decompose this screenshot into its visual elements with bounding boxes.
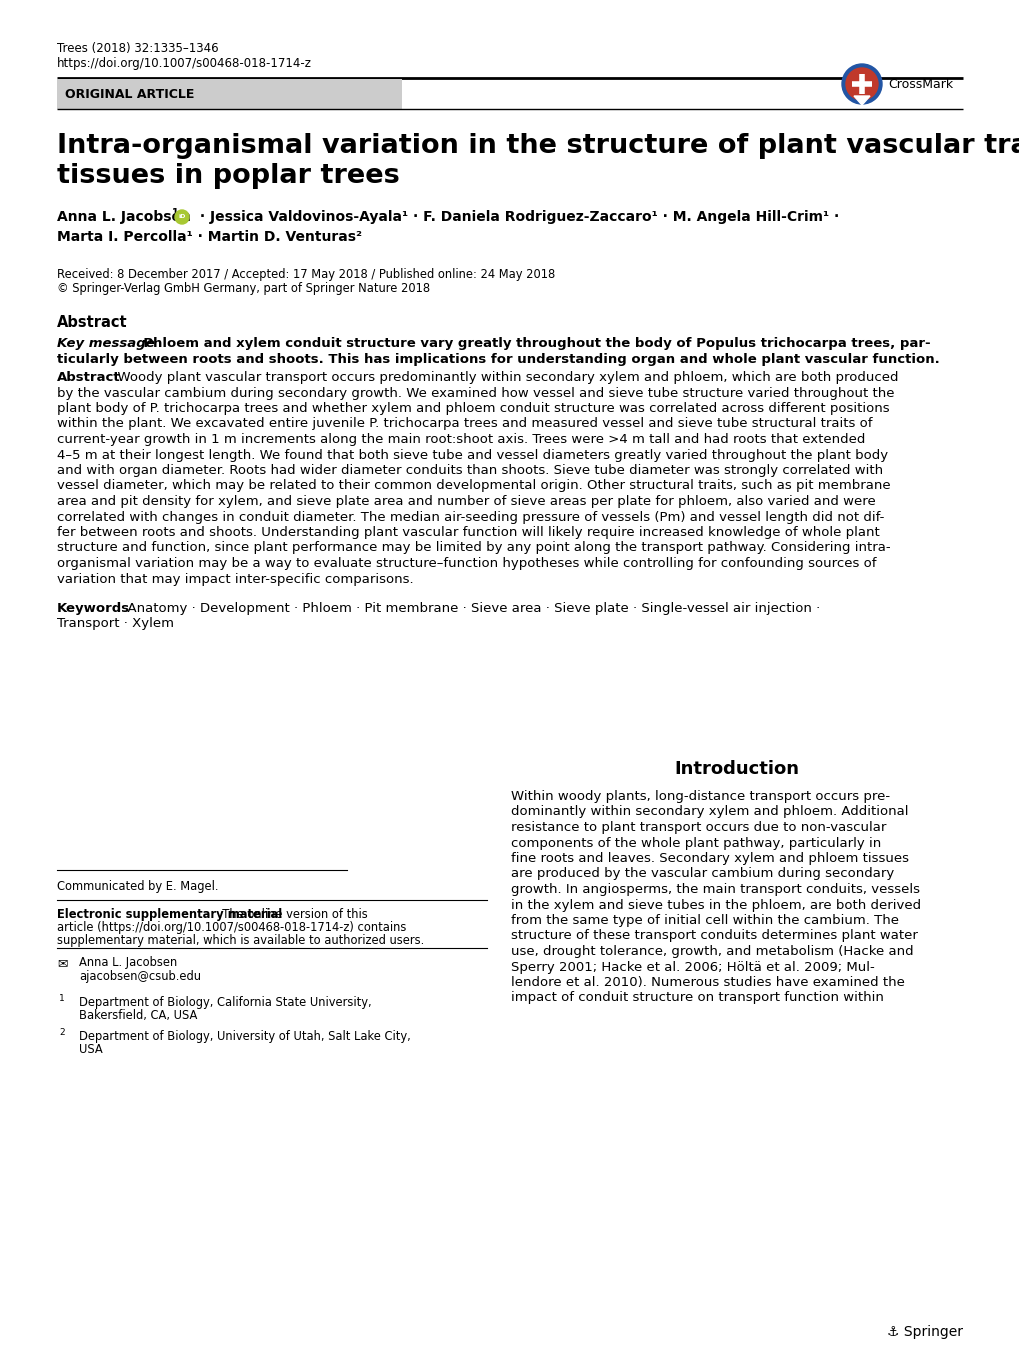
Circle shape bbox=[845, 68, 877, 100]
Text: Abstract: Abstract bbox=[57, 371, 120, 383]
Text: are produced by the vascular cambium during secondary: are produced by the vascular cambium dur… bbox=[511, 867, 894, 881]
Text: in the xylem and sieve tubes in the phloem, are both derived: in the xylem and sieve tubes in the phlo… bbox=[511, 898, 920, 912]
Text: ORIGINAL ARTICLE: ORIGINAL ARTICLE bbox=[65, 88, 195, 100]
Text: by the vascular cambium during secondary growth. We examined how vessel and siev: by the vascular cambium during secondary… bbox=[57, 386, 894, 400]
Text: ⚓ Springer: ⚓ Springer bbox=[887, 1325, 962, 1339]
Text: impact of conduit structure on transport function within: impact of conduit structure on transport… bbox=[511, 992, 883, 1004]
Text: growth. In angiosperms, the main transport conduits, vessels: growth. In angiosperms, the main transpo… bbox=[511, 883, 919, 896]
Text: Abstract: Abstract bbox=[57, 314, 127, 331]
Text: Electronic supplementary material: Electronic supplementary material bbox=[57, 908, 282, 921]
Text: The online version of this: The online version of this bbox=[215, 908, 368, 921]
Text: 2: 2 bbox=[59, 1028, 64, 1037]
Text: · Jessica Valdovinos-Ayala¹ · F. Daniela Rodriguez-Zaccaro¹ · M. Angela Hill-Cri: · Jessica Valdovinos-Ayala¹ · F. Daniela… bbox=[195, 210, 839, 224]
Text: CrossMark: CrossMark bbox=[888, 77, 952, 91]
Text: plant body of P. trichocarpa trees and whether xylem and phloem conduit structur: plant body of P. trichocarpa trees and w… bbox=[57, 402, 889, 415]
Text: structure of these transport conduits determines plant water: structure of these transport conduits de… bbox=[511, 930, 917, 943]
Text: Received: 8 December 2017 / Accepted: 17 May 2018 / Published online: 24 May 201: Received: 8 December 2017 / Accepted: 17… bbox=[57, 268, 554, 280]
FancyBboxPatch shape bbox=[57, 79, 401, 108]
Text: https://doi.org/10.1007/s00468-018-1714-z: https://doi.org/10.1007/s00468-018-1714-… bbox=[57, 57, 312, 70]
Text: 4–5 m at their longest length. We found that both sieve tube and vessel diameter: 4–5 m at their longest length. We found … bbox=[57, 449, 888, 462]
Text: fine roots and leaves. Secondary xylem and phloem tissues: fine roots and leaves. Secondary xylem a… bbox=[511, 852, 908, 864]
Text: article (https://doi.org/10.1007/s00468-018-1714-z) contains: article (https://doi.org/10.1007/s00468-… bbox=[57, 921, 406, 934]
Text: Marta I. Percolla¹ · Martin D. Venturas²: Marta I. Percolla¹ · Martin D. Venturas² bbox=[57, 230, 362, 244]
Text: structure and function, since plant performance may be limited by any point alon: structure and function, since plant perf… bbox=[57, 542, 890, 554]
Text: supplementary material, which is available to authorized users.: supplementary material, which is availab… bbox=[57, 934, 424, 947]
Text: 1: 1 bbox=[59, 995, 64, 1003]
Text: dominantly within secondary xylem and phloem. Additional: dominantly within secondary xylem and ph… bbox=[511, 805, 908, 818]
Text: Intra-organismal variation in the structure of plant vascular transport: Intra-organismal variation in the struct… bbox=[57, 133, 1019, 159]
Text: Key message: Key message bbox=[57, 337, 155, 350]
Circle shape bbox=[841, 64, 881, 104]
Text: ticularly between roots and shoots. This has implications for understanding orga: ticularly between roots and shoots. This… bbox=[57, 352, 938, 366]
Text: iD: iD bbox=[178, 214, 185, 220]
Text: components of the whole plant pathway, particularly in: components of the whole plant pathway, p… bbox=[511, 836, 880, 850]
Text: resistance to plant transport occurs due to non-vascular: resistance to plant transport occurs due… bbox=[511, 821, 886, 833]
Text: variation that may impact inter-specific comparisons.: variation that may impact inter-specific… bbox=[57, 573, 414, 585]
Text: Trees (2018) 32:1335–1346: Trees (2018) 32:1335–1346 bbox=[57, 42, 218, 56]
Text: Anna L. Jacobsen: Anna L. Jacobsen bbox=[78, 957, 177, 969]
Text: within the plant. We excavated entire juvenile P. trichocarpa trees and measured: within the plant. We excavated entire ju… bbox=[57, 417, 871, 431]
Text: Phloem and xylem conduit structure vary greatly throughout the body of Populus t: Phloem and xylem conduit structure vary … bbox=[133, 337, 929, 350]
Text: Bakersfield, CA, USA: Bakersfield, CA, USA bbox=[78, 1009, 198, 1022]
Text: Introduction: Introduction bbox=[674, 760, 799, 778]
Text: USA: USA bbox=[78, 1043, 103, 1056]
Text: use, drought tolerance, growth, and metabolism (Hacke and: use, drought tolerance, growth, and meta… bbox=[511, 944, 913, 958]
Text: from the same type of initial cell within the cambium. The: from the same type of initial cell withi… bbox=[511, 915, 898, 927]
Text: Sperry 2001; Hacke et al. 2006; Höltä et al. 2009; Mul-: Sperry 2001; Hacke et al. 2006; Höltä et… bbox=[511, 961, 874, 973]
Text: tissues in poplar trees: tissues in poplar trees bbox=[57, 163, 399, 188]
Text: Within woody plants, long-distance transport occurs pre-: Within woody plants, long-distance trans… bbox=[511, 790, 890, 804]
Text: correlated with changes in conduit diameter. The median air-seeding pressure of : correlated with changes in conduit diame… bbox=[57, 511, 883, 523]
Text: organismal variation may be a way to evaluate structure–function hypotheses whil: organismal variation may be a way to eva… bbox=[57, 557, 875, 570]
Text: Department of Biology, University of Utah, Salt Lake City,: Department of Biology, University of Uta… bbox=[78, 1030, 411, 1043]
Text: fer between roots and shoots. Understanding plant vascular function will likely : fer between roots and shoots. Understand… bbox=[57, 526, 879, 539]
Text: vessel diameter, which may be related to their common developmental origin. Othe: vessel diameter, which may be related to… bbox=[57, 480, 890, 492]
Text: Communicated by E. Magel.: Communicated by E. Magel. bbox=[57, 879, 218, 893]
Text: Department of Biology, California State University,: Department of Biology, California State … bbox=[78, 996, 371, 1009]
Text: ✉: ✉ bbox=[57, 957, 67, 970]
Text: Transport · Xylem: Transport · Xylem bbox=[57, 618, 174, 630]
Text: Anatomy · Development · Phloem · Pit membrane · Sieve area · Sieve plate · Singl: Anatomy · Development · Phloem · Pit mem… bbox=[119, 602, 819, 615]
Text: Woody plant vascular transport occurs predominantly within secondary xylem and p: Woody plant vascular transport occurs pr… bbox=[109, 371, 898, 383]
Text: lendore et al. 2010). Numerous studies have examined the: lendore et al. 2010). Numerous studies h… bbox=[511, 976, 904, 989]
Text: Anna L. Jacobsen: Anna L. Jacobsen bbox=[57, 210, 191, 224]
Text: and with organ diameter. Roots had wider diameter conduits than shoots. Sieve tu: and with organ diameter. Roots had wider… bbox=[57, 463, 882, 477]
Text: 1: 1 bbox=[172, 209, 178, 218]
Text: Keywords: Keywords bbox=[57, 602, 130, 615]
Text: area and pit density for xylem, and sieve plate area and number of sieve areas p: area and pit density for xylem, and siev… bbox=[57, 495, 875, 508]
Text: current-year growth in 1 m increments along the main root:shoot axis. Trees were: current-year growth in 1 m increments al… bbox=[57, 434, 864, 446]
Text: © Springer-Verlag GmbH Germany, part of Springer Nature 2018: © Springer-Verlag GmbH Germany, part of … bbox=[57, 282, 430, 295]
Polygon shape bbox=[853, 96, 869, 104]
Circle shape bbox=[175, 210, 189, 224]
Text: ajacobsen@csub.edu: ajacobsen@csub.edu bbox=[78, 970, 201, 982]
